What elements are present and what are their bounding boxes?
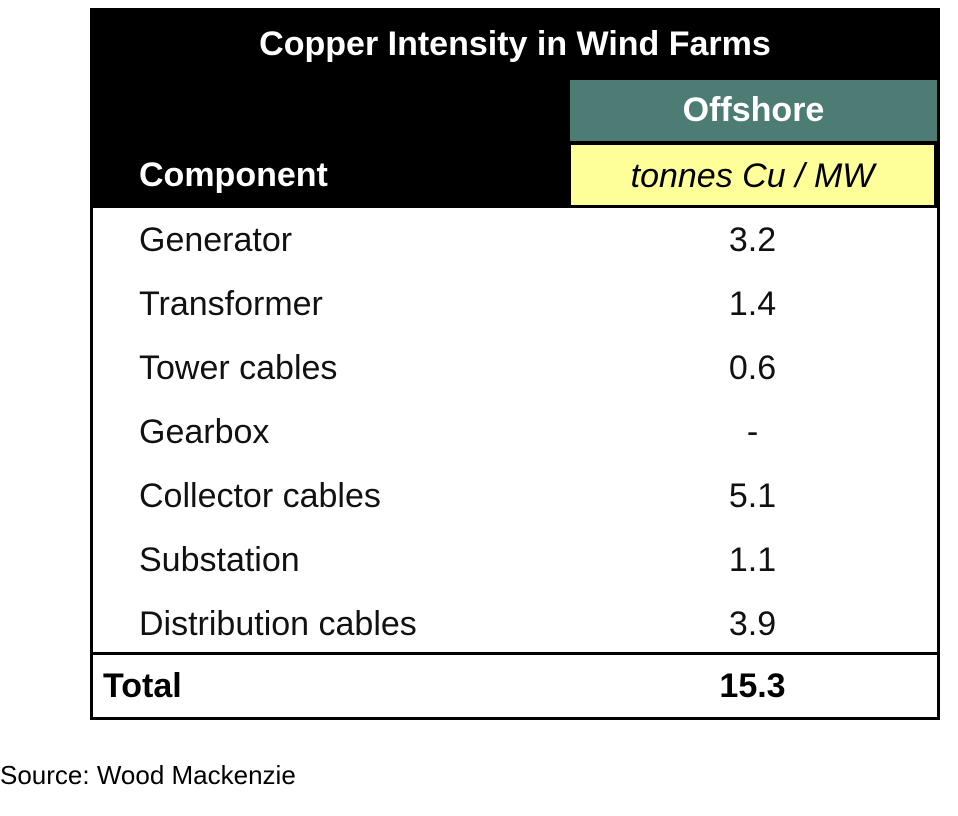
row-label: Gearbox	[139, 413, 270, 451]
row-value: 3.2	[728, 221, 777, 259]
row-label: Substation	[139, 541, 300, 579]
table-row: Tower cables 0.6	[93, 336, 937, 400]
row-label: Tower cables	[139, 349, 338, 387]
total-label: Total	[103, 667, 182, 705]
table-body: Generator 3.2 Transformer 1.4 Tower cabl…	[93, 208, 937, 656]
total-value: 15.3	[719, 667, 786, 705]
table-row: Substation 1.1	[93, 528, 937, 592]
table-row: Gearbox -	[93, 400, 937, 464]
row-value: 0.6	[728, 349, 777, 387]
row-label: Distribution cables	[139, 605, 417, 643]
table-title: Copper Intensity in Wind Farms	[259, 25, 771, 63]
row-label: Collector cables	[139, 477, 381, 515]
table-row: Transformer 1.4	[93, 272, 937, 336]
offshore-group-header: Offshore	[570, 80, 937, 141]
table-row: Generator 3.2	[93, 208, 937, 272]
table-row: Distribution cables 3.9	[93, 592, 937, 656]
table-header: Copper Intensity in Wind Farms Offshore …	[93, 11, 937, 208]
component-column-header: Component	[139, 156, 328, 194]
row-value: 3.9	[728, 605, 777, 643]
row-value: -	[746, 413, 759, 451]
table-row: Collector cables 5.1	[93, 464, 937, 528]
row-label: Generator	[139, 221, 293, 259]
row-value: 1.4	[728, 285, 777, 323]
total-row: Total 15.3	[93, 652, 937, 717]
row-value: 1.1	[728, 541, 777, 579]
source-note: Source: Wood Mackenzie	[0, 760, 296, 790]
row-label: Transformer	[139, 285, 323, 323]
unit-column-header: tonnes Cu / MW	[570, 144, 935, 206]
copper-intensity-table: Copper Intensity in Wind Farms Offshore …	[90, 8, 940, 720]
row-value: 5.1	[728, 477, 777, 515]
